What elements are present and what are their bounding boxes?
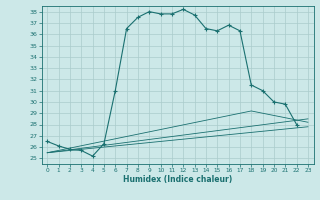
- X-axis label: Humidex (Indice chaleur): Humidex (Indice chaleur): [123, 175, 232, 184]
